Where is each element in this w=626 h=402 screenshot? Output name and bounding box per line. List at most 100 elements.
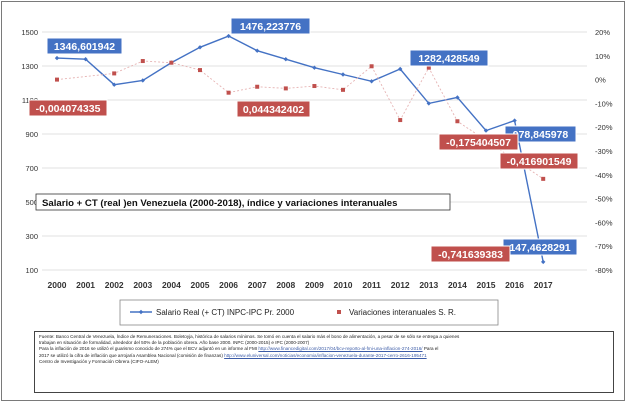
y-right-tick-label: 10% [595,52,610,61]
series-variaciones-point [369,64,374,69]
x-tick-label: 2000 [48,280,67,290]
x-tick-label: 2017 [534,280,553,290]
legend-variaciones-label: Variaciones interanuales S. R. [349,308,456,317]
chart-title: Salario + CT (real )en Venezuela (2000-2… [42,198,397,209]
y-right-tick-label: -10% [595,99,613,108]
y-left-tick-label: 1300 [21,62,38,71]
series-salario-point [197,45,203,50]
data-label-box [46,37,123,55]
legend-salario-label: Salario Real (+ CT) INPC-IPC Pr. 2000 [156,308,295,317]
legend-salario-marker [138,309,144,315]
data-label: 0,044342402 [243,104,304,116]
series-variaciones-point [226,90,231,95]
series-variaciones-point [255,84,260,89]
data-label: 978,845978 [513,129,569,141]
y-left-tick-label: 500 [25,198,38,207]
x-tick-label: 2008 [276,280,295,290]
series-salario-point [112,82,117,87]
footnote-line-4: 2017 se utilizó la cifra de inflación qu… [39,353,609,359]
data-label: 1346,601942 [54,41,115,53]
data-label: 1282,428549 [418,53,479,65]
y-left-tick-label: 1500 [21,28,38,37]
series-salario-point [541,259,546,265]
x-tick-label: 2001 [76,280,95,290]
data-label-box [438,133,519,151]
footnote-line-4-text: 2017 se utilizó la cifra de inflación qu… [39,352,223,358]
footnote-line-5: Centro de Investigación y Formación Obre… [39,358,159,364]
series-salario-point [512,118,517,123]
legend-box [119,299,499,326]
y-right-tick-label: -70% [595,242,613,251]
data-label-box [430,245,511,263]
data-label-box [230,17,311,35]
y-left-tick-label: 700 [25,164,38,173]
footnote-line-3-tail: Para el [423,346,439,352]
series-salario-point [140,78,145,83]
x-tick-label: 2015 [477,280,496,290]
series-salario-point [283,57,288,62]
data-label-box [28,99,108,117]
series-salario-point [54,55,60,61]
y-right-tick-label: -80% [595,266,613,275]
data-label: -0,175404507 [446,137,511,149]
series-salario-point [426,101,431,106]
chart-title-box [35,193,451,211]
series-salario-point [369,79,374,84]
footnote-link-2[interactable]: http://www.eluniversal.com/noticias/econ… [224,352,427,358]
data-label-box [409,49,489,67]
data-label: -0,741639383 [438,249,503,261]
x-tick-label: 2016 [505,280,524,290]
series-salario-point [483,128,489,133]
footnote-line-2: trabajan en situación de formalidad, alr… [39,340,310,346]
y-right-tick-label: -40% [595,171,613,180]
data-label: -0,416901549 [507,156,572,168]
series-salario-point [398,66,403,72]
series-salario-point [455,95,460,100]
y-right-tick-label: -50% [595,195,613,204]
x-tick-label: 2007 [248,280,267,290]
series-salario-point [226,33,231,39]
data-label-box [499,152,579,170]
series-salario-point [340,72,346,77]
series-salario-point [312,65,317,70]
y-left-tick-label: 900 [25,130,38,139]
series-variaciones-point [55,77,59,82]
data-label: 1476,223776 [240,21,301,33]
series-variaciones-point [283,86,288,91]
y-right-tick-label: -20% [595,123,613,132]
footnote-line-1: Fuente: Banco Central de Venezuela, Índi… [39,334,460,339]
x-tick-label: 2005 [191,280,210,290]
x-tick-label: 2014 [448,280,467,290]
footnote-link-1[interactable]: http://www.financedigital.com/2017/04/bc… [258,346,423,352]
y-left-tick-label: 300 [25,232,38,241]
data-label: 147,4628291 [509,242,570,254]
series-variaciones-point [455,119,460,124]
y-right-tick-label: 0% [595,76,606,85]
series-variaciones-point [140,59,145,64]
series-salario-point [255,48,260,53]
series-salario-point [83,57,88,62]
x-tick-label: 2011 [362,280,381,290]
x-tick-label: 2012 [391,280,410,290]
series-variaciones-line [56,60,544,180]
source-footnote: Fuente: Banco Central de Venezuela, Índi… [34,331,614,393]
series-variaciones-point [169,60,174,65]
footnote-line-3-text: Para la inflación de 2016 se utilizó el … [39,346,258,352]
y-right-tick-label: -60% [595,218,613,227]
legend-variaciones-marker [337,310,341,314]
series-variaciones-point [198,68,202,73]
series-variaciones-point [341,87,345,92]
data-label-box [236,100,311,118]
series-variaciones-point [112,71,117,76]
series-variaciones-point [426,65,431,70]
x-tick-label: 2003 [133,280,152,290]
x-tick-label: 2004 [162,280,181,290]
series-variaciones-point [541,176,546,181]
y-left-tick-label: 100 [25,266,38,275]
series-variaciones-point [398,118,403,123]
x-tick-label: 2013 [419,280,438,290]
footnote-line-3: Para la inflación de 2016 se utilizó el … [39,346,609,352]
series-variaciones-point [312,84,317,89]
